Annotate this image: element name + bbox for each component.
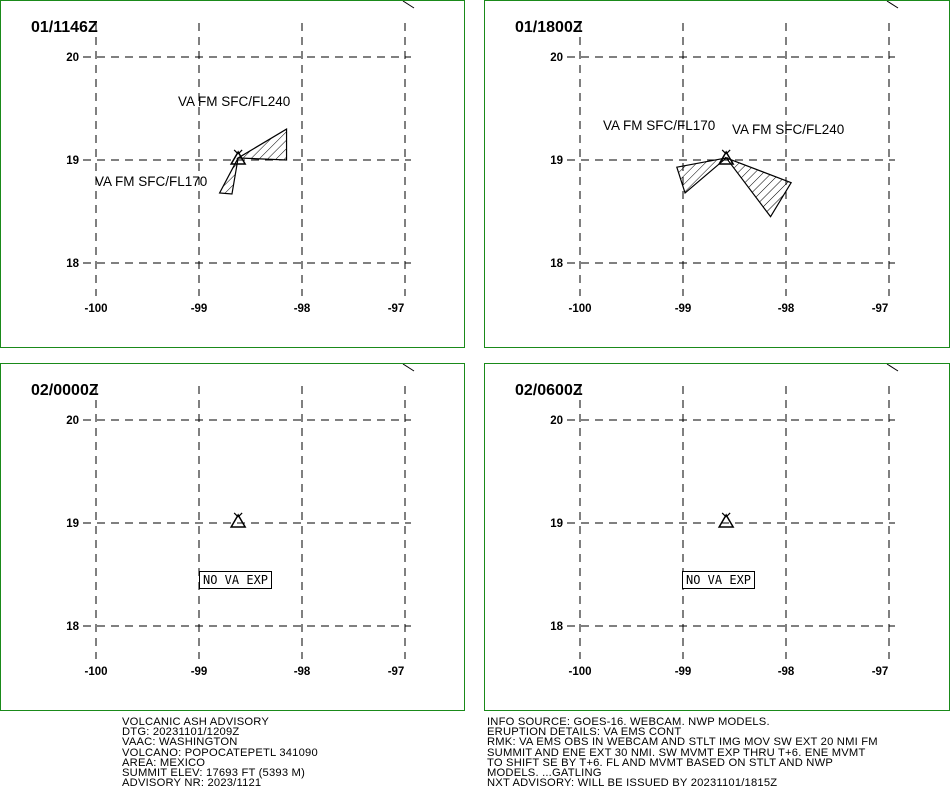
advisory-vaac: VAAC: WASHINGTON [122, 736, 238, 749]
lon-tick-label: -100 [84, 303, 107, 315]
ash-level-label: VA FM SFC/FL240 [732, 122, 845, 137]
panel-time: 01/1800Z [515, 19, 583, 36]
lat-tick-label: 19 [66, 518, 79, 530]
volcano-icon [717, 513, 735, 528]
no-va-expected-box: NO VA EXP [199, 571, 273, 589]
advisory-area: AREA: MEXICO [122, 756, 206, 769]
ash-level-label: VA FM SFC/FL170 [95, 174, 208, 189]
panel-time: 02/0600Z [515, 382, 583, 399]
lon-tick-label: -98 [294, 666, 311, 678]
lat-tick-label: 18 [66, 258, 79, 270]
ash-cloud-polygon [676, 156, 729, 195]
forecast-panel-3: 20 19 18 -100 -99 -98 -97 02/0000Z NO VA EXP [0, 363, 465, 711]
lat-tick-label: 19 [66, 155, 79, 167]
advisory-summit: SUMMIT ELEV: 17693 FT (5393 M) [122, 767, 305, 780]
panel-time: 01/1146Z [31, 19, 98, 36]
map-graphic: 20 19 18 -100 -99 -98 -97 [550, 1, 899, 315]
lon-tick-label: -97 [388, 303, 405, 315]
volcano-plume-icon [725, 512, 731, 518]
advisory-header: VOLCANIC ASH ADVISORY DTG: 20231101/1209Z… [122, 716, 318, 790]
lon-tick-label: -98 [294, 303, 311, 315]
next-advisory: NXT ADVISORY: WILL BE ISSUED BY 20231101… [487, 777, 778, 790]
remarks-line: MODELS. ...GATLING [487, 767, 602, 780]
volcano-plume-icon [233, 149, 239, 155]
remarks-line: TO SHIFT SE BY T+6. FL AND MVMT BASED ON… [487, 756, 833, 769]
volcano-icon [229, 150, 247, 165]
volcano-plume-icon [725, 149, 731, 155]
lon-tick-label: -98 [778, 303, 795, 315]
volcano-plume-icon [237, 512, 243, 518]
advisory-title: VOLCANIC ASH ADVISORY [122, 716, 269, 728]
volcano-plume-icon [721, 512, 727, 518]
lon-tick-label: -99 [191, 303, 208, 315]
lon-tick-label: -99 [675, 303, 692, 315]
corner-mark [402, 1, 415, 9]
remarks-line: SUMMIT AND ENE EXT 30 NMI. SW MVMT EXP T… [487, 746, 866, 759]
map-graphic: 20 19 18 -100 -99 -98 -97 [66, 364, 415, 678]
ash-level-label: VA FM SFC/FL170 [603, 118, 716, 133]
forecast-panel-2: 20 19 18 -100 -99 -98 -97 01/1800Z VA FM SFC/F… [484, 0, 950, 348]
eruption-details: ERUPTION DETAILS: VA EMS CONT [487, 726, 682, 739]
volcano-icon [717, 150, 735, 165]
volcano-plume-icon [237, 149, 243, 155]
advisory-dtg: DTG: 20231101/1209Z [122, 726, 240, 739]
lat-tick-label: 20 [66, 415, 79, 427]
ash-level-label: VA FM SFC/FL240 [178, 94, 291, 109]
lat-tick-label: 20 [550, 52, 563, 64]
lat-tick-label: 20 [66, 52, 79, 64]
advisory-info: INFO SOURCE: GOES-16. WEBCAM. NWP MODELS… [487, 716, 878, 790]
lon-tick-label: -100 [568, 666, 591, 678]
lat-tick-label: 18 [66, 621, 79, 633]
volcano-plume-icon [233, 512, 239, 518]
ash-cloud-polygon [236, 128, 288, 161]
lat-tick-label: 18 [550, 258, 563, 270]
lat-tick-label: 18 [550, 621, 563, 633]
lon-tick-label: -97 [388, 666, 405, 678]
volcano-icon [229, 513, 247, 528]
forecast-panel-1: 20 19 18 -100 -99 -98 -97 01/1146Z VA FM SFC/F… [0, 0, 465, 348]
corner-mark [886, 1, 899, 9]
lat-tick-label: 19 [550, 518, 563, 530]
map-graphic: 20 19 18 -100 -99 -98 -97 [66, 1, 415, 315]
panel-time: 02/0000Z [31, 382, 99, 399]
lat-tick-label: 19 [550, 155, 563, 167]
lon-tick-label: -100 [84, 666, 107, 678]
corner-mark [886, 364, 899, 372]
advisory-volcano: VOLCANO: POPOCATEPETL 341090 [122, 746, 318, 759]
lat-tick-label: 20 [550, 415, 563, 427]
remarks-line: RMK: VA EMS OBS IN WEBCAM AND STLT IMG M… [487, 736, 878, 749]
corner-mark [402, 364, 415, 372]
lon-tick-label: -97 [872, 303, 889, 315]
advisory-number: ADVISORY NR: 2023/1121 [122, 777, 262, 790]
lon-tick-label: -100 [568, 303, 591, 315]
forecast-panel-4: 20 19 18 -100 -99 -98 -97 02/0600Z NO VA EXP [484, 363, 950, 711]
map-graphic: 20 19 18 -100 -99 -98 -97 [550, 364, 899, 678]
no-va-expected-box: NO VA EXP [682, 571, 756, 589]
volcano-plume-icon [721, 149, 727, 155]
lon-tick-label: -99 [675, 666, 692, 678]
lon-tick-label: -98 [778, 666, 795, 678]
ash-cloud-polygon [724, 156, 793, 218]
info-source: INFO SOURCE: GOES-16. WEBCAM. NWP MODELS… [487, 716, 770, 728]
lon-tick-label: -97 [872, 666, 889, 678]
ash-cloud-polygon [218, 157, 239, 195]
lon-tick-label: -99 [191, 666, 208, 678]
